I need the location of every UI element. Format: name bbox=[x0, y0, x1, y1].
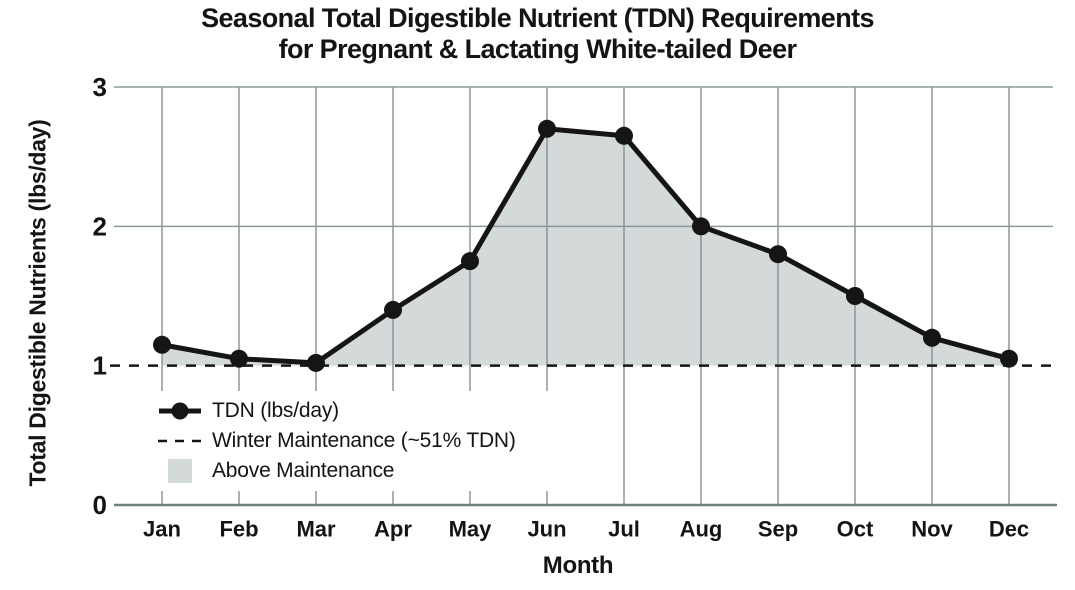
y-tick-label-3: 3 bbox=[93, 72, 107, 102]
tdn-marker-Dec bbox=[1000, 349, 1018, 368]
x-tick-label-Sep: Sep bbox=[758, 517, 798, 542]
y-tick-label-2: 2 bbox=[93, 211, 107, 241]
legend-item-maintenance: Winter Maintenance (~51% TDN) bbox=[158, 426, 548, 456]
chart-title: Seasonal Total Digestible Nutrient (TDN)… bbox=[0, 3, 1075, 65]
tdn-marker-Jan bbox=[153, 335, 171, 354]
line-marker-swatch-icon bbox=[158, 401, 202, 421]
above-maintenance-area bbox=[162, 128, 1009, 366]
x-tick-label-Apr: Apr bbox=[374, 517, 412, 542]
tdn-marker-Oct bbox=[846, 287, 864, 305]
tdn-marker-Jun bbox=[538, 119, 556, 138]
area-fill-swatch-icon bbox=[158, 459, 202, 483]
x-tick-label-Aug: Aug bbox=[680, 517, 723, 542]
legend-label-tdn: TDN (lbs/day) bbox=[212, 399, 339, 422]
legend-label-maintenance: Winter Maintenance (~51% TDN) bbox=[212, 429, 516, 452]
x-tick-label-Mar: Mar bbox=[296, 517, 336, 542]
tdn-marker-Mar bbox=[307, 353, 325, 372]
x-axis-label: Month bbox=[542, 552, 614, 579]
tdn-marker-May bbox=[461, 252, 479, 271]
tdn-marker-Nov bbox=[923, 328, 941, 347]
y-tick-label-0: 0 bbox=[93, 490, 107, 520]
x-tick-label-Dec: Dec bbox=[989, 517, 1029, 542]
legend-label-above-maintenance: Above Maintenance bbox=[212, 459, 395, 482]
chart-title-line2: for Pregnant & Lactating White-tailed De… bbox=[278, 34, 797, 64]
legend-item-above-maintenance: Above Maintenance bbox=[158, 456, 548, 486]
chart-title-line1: Seasonal Total Digestible Nutrient (TDN)… bbox=[201, 3, 874, 33]
x-tick-label-May: May bbox=[449, 517, 493, 542]
x-tick-label-Feb: Feb bbox=[219, 517, 258, 542]
x-tick-label-Oct: Oct bbox=[837, 517, 874, 542]
tdn-marker-Jul bbox=[615, 126, 633, 145]
y-tick-label-1: 1 bbox=[93, 351, 107, 381]
dashed-line-swatch-icon bbox=[158, 438, 202, 444]
tdn-marker-Feb bbox=[230, 349, 248, 368]
tdn-line bbox=[161, 126, 1010, 366]
x-tick-label-Jun: Jun bbox=[527, 517, 566, 542]
tdn-marker-Apr bbox=[384, 300, 402, 319]
x-tick-label-Nov: Nov bbox=[911, 517, 953, 542]
tdn-marker-Aug bbox=[692, 217, 710, 236]
legend-item-tdn: TDN (lbs/day) bbox=[158, 396, 548, 426]
x-tick-label-Jul: Jul bbox=[608, 517, 640, 542]
tdn-marker-Sep bbox=[769, 245, 787, 264]
legend: TDN (lbs/day) Winter Maintenance (~51% T… bbox=[152, 391, 548, 491]
x-tick-label-Jan: Jan bbox=[143, 517, 181, 542]
